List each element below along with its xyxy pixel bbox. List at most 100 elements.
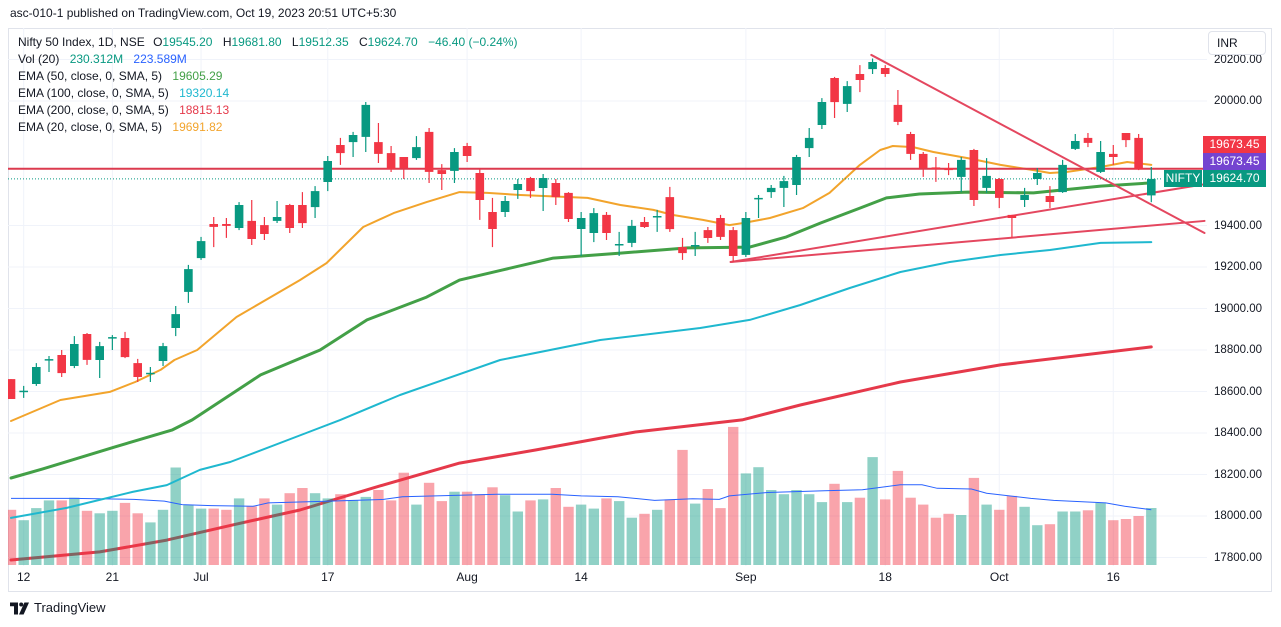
candle-body (234, 205, 244, 228)
candle (184, 264, 193, 303)
candle-body (437, 170, 447, 174)
volume-bar (1146, 508, 1157, 565)
time-axis-label: 21 (105, 570, 120, 584)
footer-brand[interactable]: TradingView (10, 600, 106, 616)
chart-frame (8, 28, 1272, 592)
candle-body (513, 184, 523, 190)
candle (285, 203, 294, 233)
candle-body (1033, 173, 1042, 179)
legend-ema-value: 19605.29 (172, 69, 223, 83)
candle (982, 158, 991, 193)
candle (538, 174, 548, 211)
volume-bar (614, 501, 625, 565)
candle-body (665, 197, 675, 230)
volume-bar (208, 508, 219, 565)
volume-bar (221, 509, 232, 565)
time-axis-label: 18 (878, 570, 892, 584)
legend-main-series[interactable]: Nifty 50 Index, 1D, NSE O19545.20 H19681… (18, 34, 517, 51)
candle (8, 379, 16, 399)
volume-bar (157, 509, 169, 565)
candle (817, 98, 827, 129)
legend-ema-50[interactable]: EMA (50, close, 0, SMA, 5) 19605.29 (18, 68, 517, 85)
candle-body (652, 216, 662, 218)
volume-bar (1108, 520, 1119, 565)
candle (57, 350, 66, 377)
publish-info: asc-010-1 published on TradingView.com, … (10, 6, 397, 20)
volume-bar (690, 503, 701, 565)
time-axis-label: Oct (989, 570, 1009, 584)
candle (95, 341, 104, 378)
candle (450, 148, 459, 183)
legend-ema-100[interactable]: EMA (100, close, 0, SMA, 5) 19320.14 (18, 85, 517, 102)
ema-100-line (10, 241, 1153, 519)
volume-ma-line (11, 484, 1152, 511)
trendline-drawing[interactable] (729, 219, 1206, 264)
trendline-drawing[interactable] (870, 53, 1206, 234)
candle (855, 65, 865, 93)
legend-ema-value: 19320.14 (179, 86, 230, 100)
candle-body (728, 230, 738, 256)
drawings-layer[interactable] (8, 53, 1207, 264)
candle (310, 186, 320, 218)
candle (234, 202, 244, 231)
legend-close-value: 19624.70 (367, 35, 418, 49)
candle-body (1096, 152, 1105, 172)
volume-bar (499, 495, 511, 565)
candle-body (779, 181, 789, 188)
candle-body (614, 244, 624, 246)
candle-body (133, 363, 142, 377)
candle (1045, 186, 1055, 209)
candle-body (564, 192, 573, 219)
candle (462, 142, 472, 162)
candle (348, 131, 358, 157)
price-axis-label: 18200.00 (1214, 468, 1262, 481)
legend-ema-value: 19691.82 (172, 120, 223, 134)
candle-body (32, 367, 41, 384)
candle (513, 179, 523, 199)
candle (437, 164, 447, 190)
candle-body (703, 230, 713, 238)
price-tag-marker: 19673.45 (1203, 153, 1266, 171)
volume-bar (297, 488, 308, 565)
candle-body (500, 201, 510, 212)
volume-bar (360, 496, 371, 565)
volume-bar (107, 510, 118, 565)
legend-ema-label: EMA (50, close, 0, SMA, 5) (18, 69, 163, 83)
volume-bar (956, 515, 967, 565)
legend-volume[interactable]: Vol (20) 230.312M 223.589M (18, 51, 517, 68)
time-axis-label: Jul (193, 570, 209, 584)
candles (8, 58, 1156, 399)
legend-close: C19624.70 (359, 35, 418, 49)
candle (1033, 168, 1042, 185)
volume-bar (715, 508, 726, 565)
candle-body (285, 205, 294, 228)
candle-body (260, 225, 269, 234)
candle (222, 218, 231, 238)
legend: Nifty 50 Index, 1D, NSE O19545.20 H19681… (18, 34, 517, 136)
volume-bar (398, 472, 409, 565)
volume-bar (664, 499, 675, 565)
legend-ema-200[interactable]: EMA (200, close, 0, SMA, 5) 18815.13 (18, 102, 517, 119)
volume-bar (1133, 516, 1144, 565)
candle-body (678, 247, 687, 254)
volume-bar (867, 457, 878, 565)
candle-body (906, 134, 915, 154)
candle (424, 128, 434, 183)
candle (589, 208, 599, 243)
candle-body (272, 217, 282, 221)
volume-bar (170, 467, 181, 565)
candle-body (19, 390, 28, 393)
legend-ema-20[interactable]: EMA (20, close, 0, SMA, 5) 19691.82 (18, 119, 517, 136)
volume-bar (816, 502, 828, 565)
price-axis[interactable]: 20200.00 20000.00 19400.00 19200.00 19000.00… (1205, 28, 1271, 576)
volume-bar (829, 483, 840, 565)
trendline-drawing[interactable] (729, 183, 1206, 264)
candle-body (424, 131, 434, 172)
candle-body (918, 153, 928, 168)
candle-body (120, 338, 130, 358)
legend-ema-label: EMA (20, close, 0, SMA, 5) (18, 120, 163, 134)
legend-ema-label: EMA (100, close, 0, SMA, 5) (18, 86, 169, 100)
currency-button[interactable]: INR (1208, 31, 1266, 55)
time-axis-label: Aug (456, 570, 478, 584)
